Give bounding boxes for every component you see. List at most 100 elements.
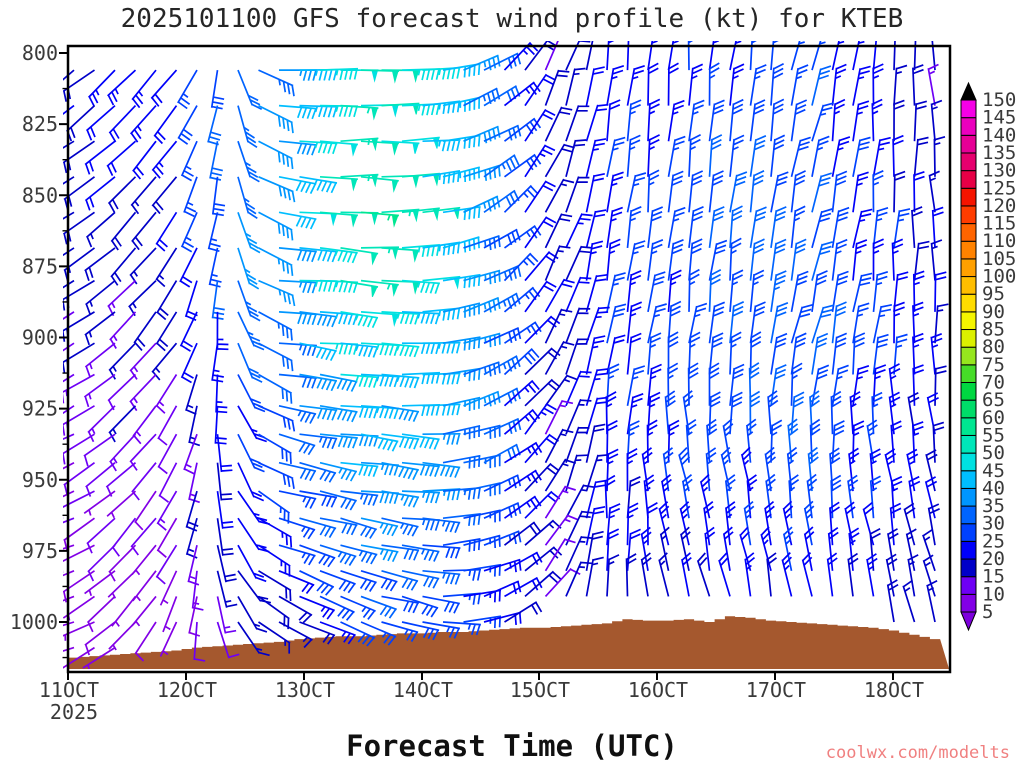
wind-barb	[299, 404, 338, 421]
y-tick-label: 800	[22, 41, 58, 65]
wind-barb	[930, 239, 943, 281]
wind-barb	[340, 373, 379, 388]
barb-staff	[667, 239, 684, 281]
wind-barb	[109, 433, 137, 472]
wind-barb	[278, 247, 317, 263]
wind-barb	[647, 332, 662, 375]
barb-staff	[151, 140, 178, 179]
barb-staff	[744, 552, 756, 597]
wind-barb	[688, 268, 700, 312]
wind-barb	[925, 449, 938, 492]
wind-barb	[626, 365, 646, 406]
wind-barb	[749, 64, 767, 106]
barb-staff	[829, 501, 840, 546]
barb-staff	[156, 490, 178, 531]
barb-staff	[524, 546, 563, 572]
barb-staff	[770, 98, 785, 142]
barb-staff	[565, 454, 588, 492]
wind-barb	[258, 544, 291, 577]
barb-staff	[811, 364, 830, 406]
barb-staff	[360, 433, 399, 452]
wind-barb	[463, 563, 502, 577]
pennant-50kt	[412, 175, 420, 189]
wind-barb	[105, 462, 137, 497]
wind-barb	[237, 69, 263, 111]
barb-staff	[107, 176, 137, 213]
wind-barb	[130, 176, 157, 215]
wind-barb	[770, 270, 787, 313]
wind-barb	[585, 240, 604, 281]
barb-staff	[893, 208, 911, 249]
wind-barb	[704, 526, 716, 571]
wind-barb	[278, 211, 317, 230]
wind-barb	[907, 554, 919, 597]
barb-staff	[185, 490, 199, 532]
barb-staff	[258, 461, 295, 489]
wind-barb	[831, 364, 849, 406]
wind-barb	[278, 433, 316, 456]
wind-barb	[544, 245, 571, 281]
barb-staff	[422, 275, 461, 282]
wind-barb	[299, 140, 338, 155]
wind-barb	[360, 461, 399, 476]
wind-barb	[831, 206, 850, 249]
barb-staff	[483, 417, 522, 435]
wind-barb	[782, 500, 794, 546]
barb-staff	[422, 169, 461, 185]
barb-staff	[626, 528, 641, 571]
barb-staff	[740, 446, 752, 492]
barb-staff	[872, 238, 884, 281]
wind-barb	[890, 475, 903, 519]
barb-staff	[871, 98, 883, 142]
barb-staff	[912, 270, 925, 312]
barb-staff	[483, 530, 522, 546]
barb-staff	[216, 570, 238, 608]
barb-staff	[585, 453, 609, 492]
barb-staff	[852, 302, 870, 344]
wind-barb	[442, 336, 481, 351]
wind-barb	[585, 505, 606, 546]
barb-staff	[847, 474, 859, 519]
wind-barb	[647, 303, 667, 344]
colorbar-box	[960, 240, 977, 260]
wind-barb	[463, 269, 501, 285]
wind-barb	[422, 100, 461, 115]
barb-staff	[626, 172, 647, 213]
barb-staff	[258, 490, 290, 524]
barb-staff	[647, 206, 664, 249]
barb-staff	[585, 556, 604, 597]
barb-staff	[688, 302, 708, 344]
wind-barb	[483, 85, 521, 107]
barb-staff	[87, 544, 116, 582]
barb-staff	[422, 241, 461, 256]
barb-staff	[381, 247, 420, 252]
barb-staff	[647, 62, 659, 106]
wind-barb	[340, 433, 379, 447]
wind-barb	[646, 419, 658, 463]
barb-staff	[463, 54, 501, 71]
barb-staff	[911, 421, 924, 463]
wind-barb	[381, 102, 420, 115]
wind-barb	[913, 170, 925, 213]
barb-staff	[422, 403, 461, 416]
wind-barb	[319, 279, 359, 293]
barb-staff	[401, 371, 441, 385]
wind-barb	[585, 138, 607, 177]
wind-barb	[381, 621, 419, 643]
wind-barb	[83, 373, 116, 408]
wind-barb	[155, 247, 178, 288]
barb-staff	[606, 303, 627, 344]
barb-staff	[585, 273, 608, 313]
wind-barb	[360, 517, 399, 537]
barb-staff	[926, 580, 938, 623]
wind-barb	[729, 41, 742, 71]
wind-barb	[626, 270, 642, 312]
wind-barb	[626, 99, 642, 142]
wind-barb	[237, 105, 258, 149]
barb-staff	[524, 108, 556, 142]
wind-barb	[442, 205, 481, 221]
wind-barb	[278, 311, 317, 326]
wind-barb	[718, 552, 731, 597]
wind-barb	[699, 473, 711, 519]
colorbar-box	[960, 452, 977, 472]
